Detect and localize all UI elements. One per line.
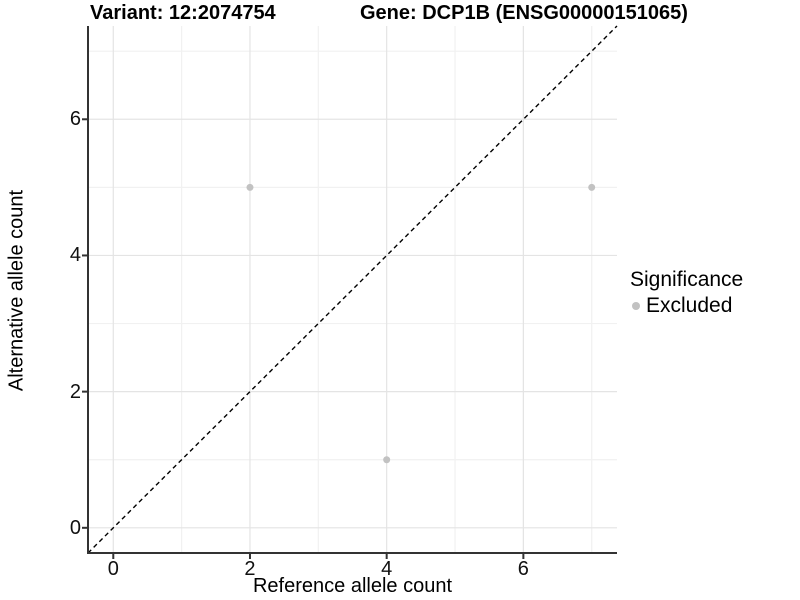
- legend-item-excluded: Excluded: [632, 294, 743, 318]
- x-tick-label: 0: [107, 558, 119, 580]
- legend: Significance Excluded: [630, 268, 743, 318]
- y-tick-label: 0: [69, 516, 81, 539]
- variant-title: Variant: 12:2074754: [90, 2, 276, 24]
- x-tick-label: 2: [244, 558, 256, 580]
- data-point: [588, 183, 596, 191]
- x-tick-label: 6: [517, 558, 529, 580]
- x-axis-title: Reference allele count: [252, 575, 452, 597]
- legend-point-icon: [632, 302, 640, 310]
- x-tick-label: 4: [381, 558, 393, 580]
- data-point: [383, 456, 391, 464]
- legend-title: Significance: [630, 268, 744, 291]
- y-tick-label: 4: [69, 244, 81, 267]
- legend-item-label: Excluded: [646, 294, 733, 317]
- identity-reference-line: [87, 25, 618, 554]
- gene-title: Gene: DCP1B (ENSG00000151065): [360, 2, 688, 24]
- y-axis-title: Alternative allele count: [5, 189, 28, 392]
- y-tick-label: 2: [69, 380, 81, 403]
- y-tick-label: 6: [69, 108, 81, 131]
- data-point: [246, 183, 254, 191]
